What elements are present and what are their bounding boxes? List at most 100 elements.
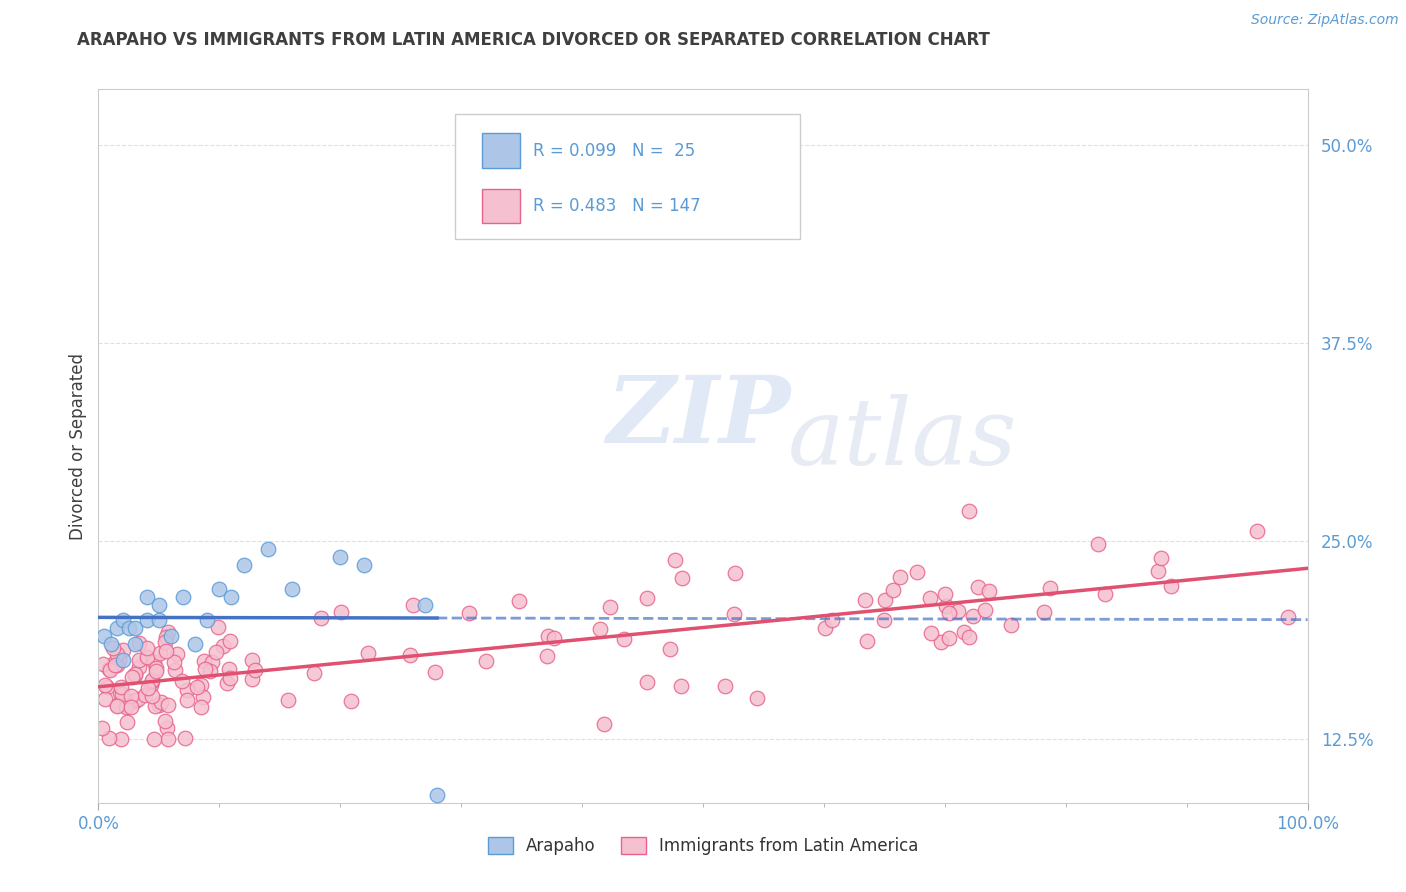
Point xyxy=(952,625,974,640)
Point xyxy=(141,674,163,689)
Point xyxy=(148,614,170,628)
Point xyxy=(153,714,176,729)
Point xyxy=(592,717,614,731)
Point xyxy=(105,658,128,673)
Point xyxy=(105,698,128,712)
Point xyxy=(124,693,146,707)
Point xyxy=(124,694,146,708)
Point xyxy=(117,714,139,729)
Point xyxy=(905,565,928,579)
Text: R = 0.483   N = 147: R = 0.483 N = 147 xyxy=(533,197,700,215)
Bar xyxy=(482,189,520,223)
Point xyxy=(636,675,658,690)
Point xyxy=(669,680,692,694)
Point xyxy=(1000,618,1022,632)
Point xyxy=(141,689,163,703)
Point xyxy=(1160,579,1182,593)
Point xyxy=(124,667,146,681)
Point xyxy=(135,590,157,604)
Point xyxy=(929,634,952,648)
Point xyxy=(104,658,127,673)
Point xyxy=(115,698,138,712)
Point xyxy=(163,655,186,669)
Legend: Arapaho, Immigrants from Latin America: Arapaho, Immigrants from Latin America xyxy=(488,837,918,855)
Bar xyxy=(482,134,520,168)
Point xyxy=(974,603,997,617)
Text: ZIP: ZIP xyxy=(606,373,790,462)
Point xyxy=(457,606,479,620)
Point xyxy=(148,598,170,612)
Point xyxy=(309,611,332,625)
Point xyxy=(143,732,166,747)
Point xyxy=(176,683,198,698)
Point xyxy=(157,732,180,747)
Point xyxy=(155,630,177,644)
Point xyxy=(149,695,172,709)
Point xyxy=(139,678,162,692)
Point xyxy=(413,598,436,612)
FancyBboxPatch shape xyxy=(456,114,800,239)
Point xyxy=(935,599,957,613)
Point xyxy=(108,653,131,667)
Text: Source: ZipAtlas.com: Source: ZipAtlas.com xyxy=(1251,13,1399,28)
Point xyxy=(856,633,879,648)
Point xyxy=(873,592,896,607)
Point xyxy=(121,670,143,684)
Point xyxy=(157,698,180,712)
Point xyxy=(91,657,114,672)
Point xyxy=(245,663,267,677)
Point xyxy=(671,571,693,585)
Point xyxy=(302,665,325,680)
Point xyxy=(938,631,960,645)
Point xyxy=(920,591,942,605)
Point xyxy=(163,664,186,678)
Point xyxy=(745,691,768,706)
Point xyxy=(110,681,132,695)
Point xyxy=(658,641,681,656)
Point xyxy=(221,590,243,604)
Point xyxy=(207,620,229,634)
Point xyxy=(90,721,112,735)
Point xyxy=(98,663,121,677)
Point xyxy=(934,587,956,601)
Point xyxy=(97,731,120,746)
Point xyxy=(543,631,565,645)
Point xyxy=(664,553,686,567)
Point xyxy=(613,632,636,646)
Point xyxy=(508,594,530,608)
Point xyxy=(149,646,172,660)
Point xyxy=(148,698,170,712)
Point xyxy=(143,655,166,669)
Point xyxy=(155,644,177,658)
Point xyxy=(138,681,160,696)
Point xyxy=(153,635,176,649)
Point xyxy=(128,660,150,674)
Point xyxy=(353,558,375,572)
Point xyxy=(156,721,179,735)
Point xyxy=(103,641,125,656)
Point xyxy=(219,672,242,686)
Point xyxy=(256,542,278,557)
Point xyxy=(111,687,134,701)
Point xyxy=(966,580,988,594)
Point xyxy=(208,582,231,596)
Point xyxy=(160,629,183,643)
Point xyxy=(118,621,141,635)
Point xyxy=(218,661,240,675)
Point xyxy=(134,688,156,702)
Point xyxy=(98,662,121,676)
Point xyxy=(1032,605,1054,619)
Point xyxy=(636,591,658,606)
Point xyxy=(723,607,745,622)
Point xyxy=(93,629,115,643)
Point xyxy=(108,686,131,700)
Point xyxy=(135,614,157,628)
Point xyxy=(96,680,118,694)
Point xyxy=(143,699,166,714)
Point xyxy=(957,504,980,518)
Point xyxy=(124,621,146,635)
Point xyxy=(948,604,970,618)
Point xyxy=(589,622,612,636)
Point xyxy=(814,620,837,634)
Point xyxy=(94,692,117,706)
